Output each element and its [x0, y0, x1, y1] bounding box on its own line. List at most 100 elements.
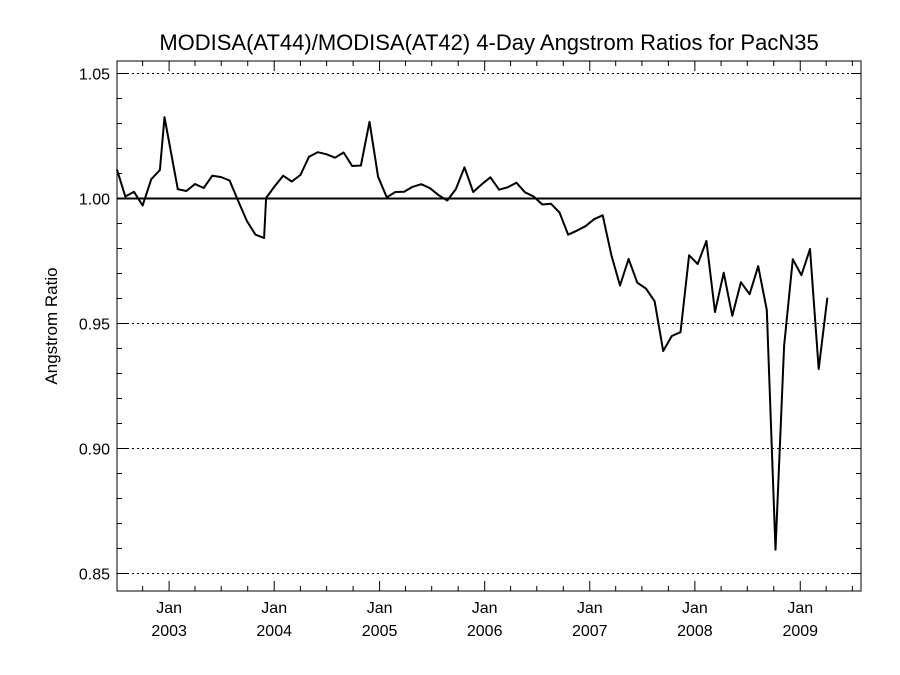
x-tick-month-label: Jan [472, 600, 498, 617]
data-point [159, 169, 161, 171]
data-point [679, 331, 682, 334]
data-point [541, 203, 544, 206]
data-point [420, 183, 423, 185]
data-point [211, 174, 214, 177]
data-point [826, 297, 829, 300]
x-tick-year-label: 2008 [677, 623, 713, 640]
y-tick-labels: 0.85 0.90 0.95 1.00 1.05 [79, 67, 110, 584]
x-tick-month-label: Jan [787, 600, 813, 617]
data-point [593, 218, 595, 220]
data-point [619, 284, 621, 287]
data-point [141, 204, 144, 207]
data-point [550, 202, 552, 205]
x-tick-year-label: 2005 [362, 623, 398, 640]
data-point [325, 153, 328, 155]
data-point [377, 176, 379, 178]
data-point [360, 164, 362, 167]
data-point [610, 254, 613, 257]
x-tick-month-label: Jan [367, 600, 393, 617]
data-point [481, 183, 483, 185]
data-point [228, 179, 231, 182]
data-point [515, 181, 518, 184]
data-point [299, 174, 302, 176]
data-point [411, 186, 414, 188]
data-point [740, 281, 742, 284]
data-point [455, 188, 457, 190]
data-point [342, 151, 345, 154]
data-point [817, 368, 820, 370]
data-point [489, 176, 492, 179]
data-point [163, 116, 166, 118]
series-line [116, 116, 829, 551]
data-point [696, 263, 699, 265]
data-point [368, 121, 371, 123]
data-point [246, 220, 248, 222]
data-point [237, 200, 239, 202]
data-point [498, 188, 500, 191]
x-tick-month-label: Jan [261, 600, 287, 617]
data-point [316, 151, 319, 153]
data-point [177, 188, 179, 190]
data-point [774, 548, 777, 551]
x-tick-year-label: 2003 [151, 623, 187, 640]
plot-frame [116, 60, 862, 592]
data-point [463, 166, 466, 169]
data-point [386, 196, 388, 199]
data-point [150, 178, 153, 180]
x-tick-year-label: 2006 [467, 623, 503, 640]
data-point [809, 248, 811, 250]
y-axis-label: Angstrom Ratio [42, 267, 61, 384]
y-tick-label: 0.85 [79, 567, 110, 584]
data-point [766, 309, 768, 311]
data-point [800, 274, 803, 277]
data-point [282, 174, 284, 177]
data-point [394, 191, 397, 193]
data-point [576, 229, 578, 232]
chart-title: MODISA(AT44)/MODISA(AT42) 4-Day Angstrom… [159, 30, 818, 55]
data-point [334, 156, 336, 159]
y-tick-label: 1.05 [79, 67, 110, 84]
x-tick-month-label: Jan [682, 600, 708, 617]
data-point [748, 293, 751, 296]
x-tick-year-label: 2009 [782, 623, 818, 640]
axis-ticks [117, 61, 861, 591]
data-point [532, 195, 535, 198]
data-point [636, 281, 639, 284]
data-point [124, 195, 127, 198]
data-point [662, 350, 664, 352]
data-point [194, 183, 196, 185]
data-point [429, 187, 431, 189]
data-point [671, 335, 673, 337]
data-point [627, 258, 630, 260]
data-point [220, 176, 222, 178]
data-point [472, 191, 475, 193]
data-point [291, 180, 293, 183]
data-point [403, 191, 405, 193]
data-point [506, 186, 509, 189]
data-point [584, 225, 587, 227]
data-point [558, 211, 561, 214]
data-point [308, 156, 310, 158]
data-series [116, 116, 829, 551]
data-point [653, 300, 656, 303]
y-tick-label: 0.90 [79, 442, 110, 459]
data-point [705, 240, 708, 242]
data-point [757, 265, 759, 268]
data-point [446, 199, 449, 202]
data-point [185, 190, 188, 192]
y-tick-label: 0.95 [79, 317, 110, 334]
data-point [567, 233, 569, 236]
data-point [254, 233, 257, 236]
y-tick-label: 1.00 [79, 192, 110, 209]
data-point [645, 287, 647, 290]
grid-lines [117, 73, 861, 574]
x-tick-year-label: 2007 [572, 623, 608, 640]
data-point [133, 191, 135, 193]
data-point [601, 214, 604, 217]
data-point [524, 191, 526, 194]
x-tick-month-label: Jan [156, 600, 182, 617]
data-point [437, 194, 440, 196]
x-tick-year-label: 2004 [256, 623, 292, 640]
x-tick-month-label: Jan [577, 600, 603, 617]
